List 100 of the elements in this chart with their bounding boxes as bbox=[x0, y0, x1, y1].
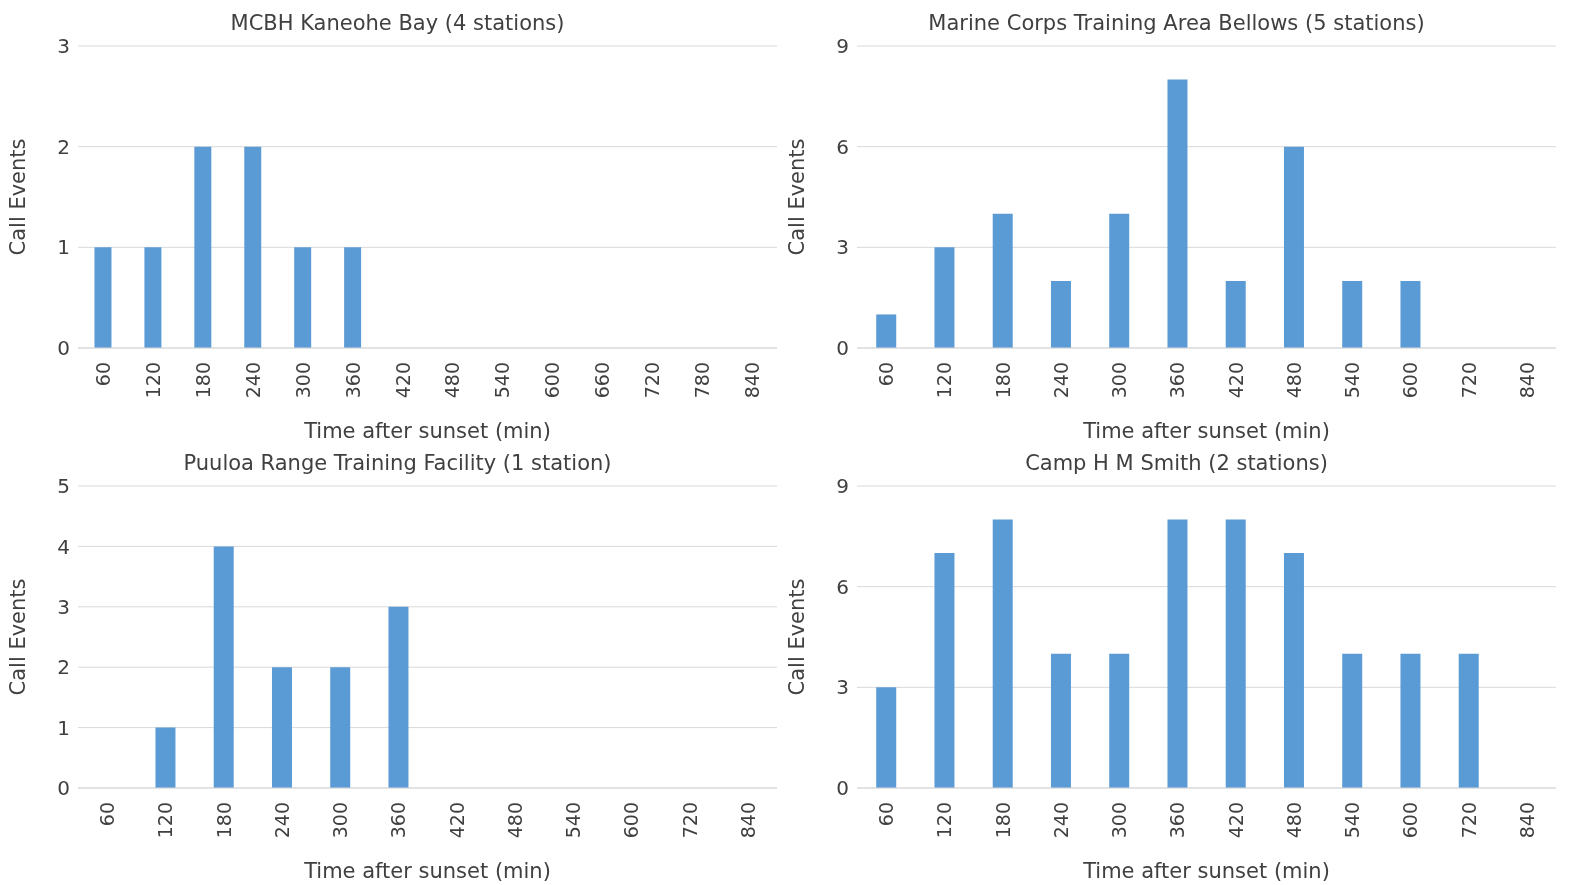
x-tick-label: 180 bbox=[191, 362, 214, 399]
bar bbox=[1109, 213, 1130, 348]
x-tick-label: 180 bbox=[991, 802, 1014, 839]
x-tick-label: 480 bbox=[1282, 802, 1305, 839]
bar bbox=[1283, 553, 1304, 788]
y-tick-label: 1 bbox=[57, 235, 70, 260]
y-tick-label: 2 bbox=[57, 655, 70, 680]
bar bbox=[271, 667, 292, 788]
y-tick-label: 0 bbox=[57, 336, 70, 361]
bar bbox=[992, 519, 1013, 788]
x-tick-label: 300 bbox=[291, 362, 314, 399]
y-tick-label: 6 bbox=[836, 574, 849, 599]
x-tick-label: 660 bbox=[591, 362, 614, 399]
x-tick-label: 420 bbox=[1224, 802, 1247, 839]
bar bbox=[1400, 280, 1421, 348]
x-tick-label: 840 bbox=[736, 802, 759, 839]
x-tick-label: 480 bbox=[503, 802, 526, 839]
x-tick-label: 540 bbox=[1341, 362, 1364, 399]
bar bbox=[1167, 519, 1188, 788]
x-tick-label: 300 bbox=[329, 802, 352, 839]
x-tick-label: 120 bbox=[141, 362, 164, 399]
y-axis-title: Call Events bbox=[6, 138, 31, 256]
bar bbox=[1225, 519, 1246, 788]
x-tick-label: 240 bbox=[1049, 802, 1072, 839]
bar bbox=[1109, 653, 1130, 788]
x-tick-label: 720 bbox=[1457, 802, 1480, 839]
y-tick-label: 0 bbox=[836, 336, 849, 361]
y-tick-label: 2 bbox=[57, 134, 70, 159]
x-tick-label: 600 bbox=[1399, 802, 1422, 839]
x-axis-title: Time after sunset (min) bbox=[1082, 419, 1330, 443]
y-axis-title: Call Events bbox=[6, 578, 31, 696]
chart-title: Puuloa Range Training Facility (1 station) bbox=[183, 451, 612, 475]
y-tick-label: 5 bbox=[57, 474, 70, 499]
x-tick-label: 420 bbox=[391, 362, 414, 399]
bar bbox=[1050, 653, 1071, 788]
x-tick-label: 420 bbox=[445, 802, 468, 839]
x-tick-label: 60 bbox=[875, 802, 898, 827]
bar bbox=[1342, 653, 1363, 788]
x-tick-label: 480 bbox=[441, 362, 464, 399]
x-axis-title: Time after sunset (min) bbox=[303, 859, 551, 883]
x-tick-label: 180 bbox=[212, 802, 235, 839]
x-tick-label: 540 bbox=[1341, 802, 1364, 839]
bar bbox=[992, 213, 1013, 348]
x-tick-label: 780 bbox=[691, 362, 714, 399]
y-tick-label: 0 bbox=[836, 776, 849, 801]
x-tick-label: 60 bbox=[96, 802, 119, 827]
x-tick-label: 420 bbox=[1224, 362, 1247, 399]
y-axis-title: Call Events bbox=[785, 138, 810, 256]
x-axis-title: Time after sunset (min) bbox=[1082, 859, 1330, 883]
x-tick-label: 360 bbox=[1166, 802, 1189, 839]
y-tick-label: 9 bbox=[836, 34, 849, 59]
x-tick-label: 120 bbox=[933, 802, 956, 839]
x-tick-label: 600 bbox=[541, 362, 564, 399]
x-tick-label: 480 bbox=[1282, 362, 1305, 399]
x-tick-label: 240 bbox=[241, 362, 264, 399]
bar bbox=[213, 546, 234, 788]
x-tick-label: 720 bbox=[1457, 362, 1480, 399]
chart-title: Camp H M Smith (2 stations) bbox=[1025, 451, 1328, 475]
bar bbox=[934, 553, 955, 788]
x-tick-label: 180 bbox=[991, 362, 1014, 399]
x-tick-label: 600 bbox=[1399, 362, 1422, 399]
bar bbox=[1283, 146, 1304, 348]
y-tick-label: 3 bbox=[57, 594, 70, 619]
y-tick-label: 3 bbox=[57, 34, 70, 59]
bar bbox=[1167, 79, 1188, 348]
x-tick-label: 720 bbox=[641, 362, 664, 399]
x-tick-label: 840 bbox=[1515, 362, 1538, 399]
x-tick-label: 540 bbox=[562, 802, 585, 839]
bar bbox=[1458, 653, 1479, 788]
x-tick-label: 360 bbox=[1166, 362, 1189, 399]
bar bbox=[1400, 653, 1421, 788]
y-tick-label: 9 bbox=[836, 474, 849, 499]
x-tick-label: 240 bbox=[270, 802, 293, 839]
x-tick-label: 60 bbox=[91, 362, 114, 387]
bar bbox=[876, 687, 897, 788]
y-tick-label: 3 bbox=[836, 675, 849, 700]
x-tick-label: 840 bbox=[1515, 802, 1538, 839]
bar bbox=[388, 606, 409, 788]
chart-title: Marine Corps Training Area Bellows (5 stations) bbox=[928, 11, 1425, 35]
chart-title: MCBH Kaneohe Bay (4 stations) bbox=[230, 11, 565, 35]
x-tick-label: 60 bbox=[875, 362, 898, 387]
x-tick-label: 360 bbox=[387, 802, 410, 839]
bar bbox=[1342, 280, 1363, 348]
x-tick-label: 840 bbox=[741, 362, 764, 399]
x-tick-label: 360 bbox=[341, 362, 364, 399]
bar bbox=[155, 727, 176, 788]
x-tick-label: 720 bbox=[678, 802, 701, 839]
bar bbox=[1050, 280, 1071, 348]
x-axis-title: Time after sunset (min) bbox=[303, 419, 551, 443]
bar bbox=[876, 314, 897, 348]
y-tick-label: 0 bbox=[57, 776, 70, 801]
y-tick-label: 3 bbox=[836, 235, 849, 260]
x-tick-label: 600 bbox=[620, 802, 643, 839]
x-tick-label: 240 bbox=[1049, 362, 1072, 399]
y-tick-label: 4 bbox=[57, 534, 70, 559]
y-axis-title: Call Events bbox=[785, 578, 810, 696]
y-tick-label: 1 bbox=[57, 715, 70, 740]
x-tick-label: 120 bbox=[154, 802, 177, 839]
x-tick-label: 300 bbox=[1108, 362, 1131, 399]
bar bbox=[330, 667, 351, 788]
